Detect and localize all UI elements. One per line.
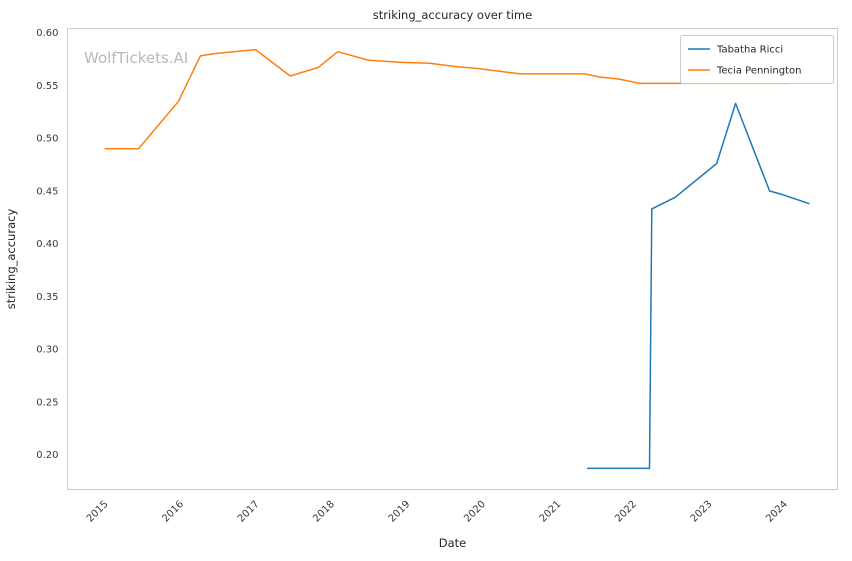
series-lines [104, 48, 810, 470]
y-tick-label: 0.30 [36, 345, 58, 356]
y-tick-label: 0.35 [36, 292, 58, 303]
series-line-tecia-pennington [104, 48, 810, 150]
legend-item: Tabatha Ricci [688, 45, 783, 56]
watermark-text: WolfTickets.AI [84, 49, 188, 67]
x-tick-label: 2020 [462, 499, 488, 525]
chart-title: striking_accuracy over time [373, 8, 532, 22]
y-tick-label: 0.60 [36, 28, 58, 39]
x-tick-label: 2018 [311, 499, 337, 525]
x-tick-label: 2016 [160, 499, 186, 525]
legend-frame [680, 35, 834, 84]
y-axis-label: striking_accuracy [4, 209, 18, 310]
legend-label: Tabatha Ricci [716, 45, 783, 56]
y-tick-label: 0.20 [36, 450, 58, 461]
x-tick-label: 2024 [764, 499, 790, 525]
y-tick-label: 0.50 [36, 134, 58, 145]
y-tick-label: 0.40 [36, 239, 58, 250]
x-tick-label: 2019 [387, 499, 413, 525]
x-tick-label: 2023 [689, 499, 715, 525]
series-line-tabatha-ricci [586, 102, 810, 470]
x-axis-label: Date [439, 536, 467, 550]
legend-label: Tecia Pennington [716, 66, 802, 77]
legend: Tabatha Ricci Tecia Pennington [680, 35, 834, 84]
plot-area-border [67, 28, 838, 490]
x-tick-label: 2021 [538, 499, 564, 525]
y-tick-label: 0.25 [36, 397, 58, 408]
x-tick-label: 2015 [85, 499, 111, 525]
legend-item: Tecia Pennington [688, 66, 802, 77]
y-tick-label: 0.55 [36, 81, 58, 92]
y-tick-label: 0.45 [36, 187, 58, 198]
x-tick-label: 2022 [613, 499, 639, 525]
x-tick-label: 2017 [236, 499, 262, 525]
